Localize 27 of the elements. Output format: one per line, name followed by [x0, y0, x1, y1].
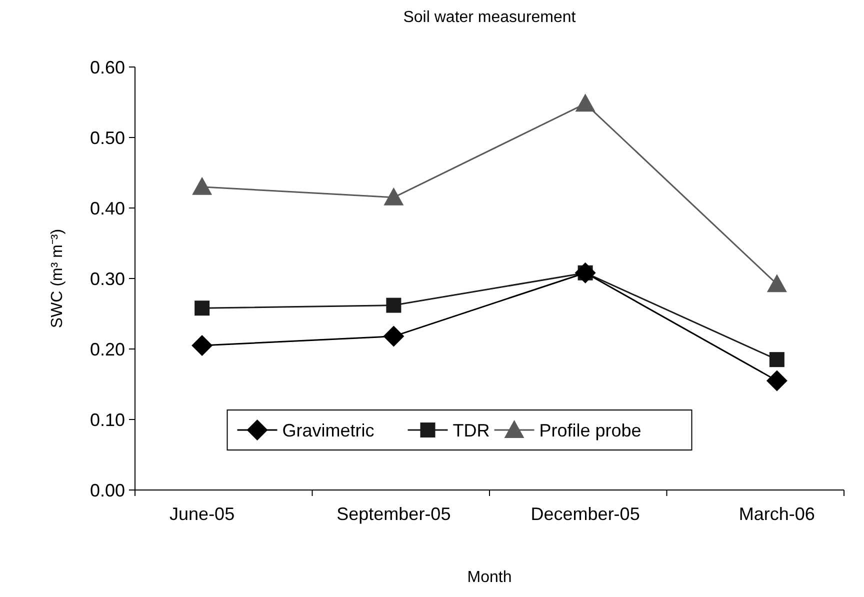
- y-axis-title: SWC (m³ m⁻³): [49, 228, 66, 328]
- point: [386, 298, 402, 313]
- point: [769, 352, 784, 368]
- point: [192, 176, 212, 195]
- x-tick-label: June-05: [170, 504, 235, 524]
- y-tick-label: 0.20: [90, 339, 125, 360]
- x-tick-label: March-06: [738, 504, 815, 524]
- y-tick-label: 0.40: [90, 198, 125, 218]
- legend-label: TDR: [452, 420, 490, 440]
- point: [192, 334, 213, 356]
- point: [766, 274, 787, 292]
- x-tick-label: December-05: [530, 504, 640, 524]
- point: [575, 94, 596, 112]
- legend-label: Profile probe: [539, 420, 642, 440]
- y-tick-label: 0.00: [90, 480, 125, 500]
- x-tick-label: September-05: [336, 504, 451, 524]
- x-axis-title: Month: [467, 569, 512, 586]
- y-tick-label: 0.50: [90, 128, 125, 148]
- chart-title: Soil water measurement: [403, 9, 576, 26]
- point: [194, 300, 210, 316]
- point: [384, 187, 404, 206]
- point: [383, 326, 404, 347]
- point: [766, 370, 788, 392]
- y-tick-label: 0.60: [90, 57, 125, 78]
- y-tick-label: 0.10: [90, 410, 125, 430]
- y-tick-label: 0.30: [90, 268, 125, 289]
- legend-label: Gravimetric: [282, 420, 374, 440]
